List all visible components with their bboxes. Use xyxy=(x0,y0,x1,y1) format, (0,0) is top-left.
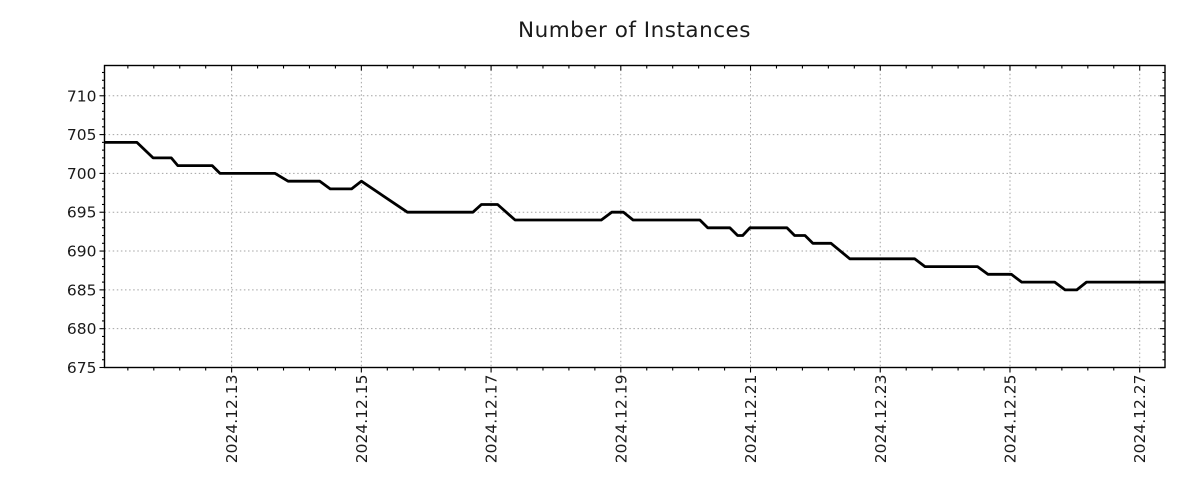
y-tick-label: 680 xyxy=(67,320,97,338)
x-tick-label: 2024.12.21 xyxy=(742,375,760,464)
x-tick-label: 2024.12.27 xyxy=(1131,375,1149,464)
y-tick-label: 700 xyxy=(67,165,97,183)
x-tick-label: 2024.12.15 xyxy=(353,375,371,464)
grid-lines xyxy=(104,65,1165,368)
y-tick-labels: 675 680 685 690 695 700 705 710 xyxy=(67,87,97,377)
x-tick-label: 2024.12.25 xyxy=(1001,375,1019,464)
y-tick-label: 705 xyxy=(67,126,97,144)
y-tick-label: 690 xyxy=(67,243,97,261)
x-tick-labels: 2024.12.13 2024.12.15 2024.12.17 2024.12.19… xyxy=(223,375,1149,464)
x-tick-label: 2024.12.23 xyxy=(872,375,890,464)
x-tick-label: 2024.12.13 xyxy=(223,375,241,464)
axes-frame xyxy=(103,64,1166,369)
y-tick-label: 710 xyxy=(67,87,97,105)
y-tick-label: 685 xyxy=(67,281,97,299)
y-tick-label: 675 xyxy=(67,359,97,377)
chart-title: Number of Instances xyxy=(518,18,751,43)
x-tick-label: 2024.12.17 xyxy=(483,375,501,464)
y-tick-label: 695 xyxy=(67,204,97,222)
x-tick-label: 2024.12.19 xyxy=(612,375,630,464)
series-line xyxy=(104,140,1165,292)
